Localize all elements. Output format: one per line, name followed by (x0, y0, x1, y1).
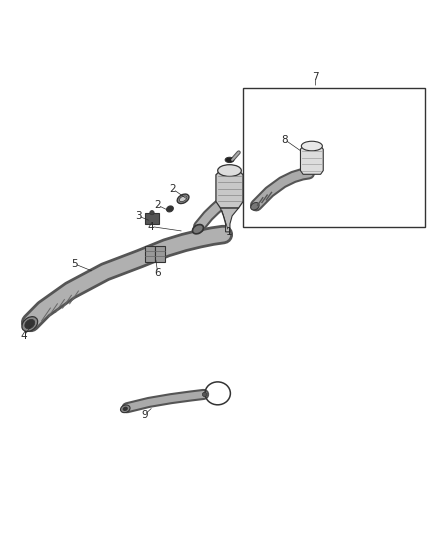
Ellipse shape (251, 203, 259, 210)
Text: 4: 4 (148, 222, 155, 231)
Text: 8: 8 (281, 135, 288, 144)
Text: 9: 9 (141, 410, 148, 419)
Ellipse shape (218, 165, 241, 176)
Ellipse shape (22, 317, 38, 332)
Bar (243, 88, 425, 227)
Text: 5: 5 (71, 259, 78, 269)
Ellipse shape (202, 392, 207, 397)
Text: 1: 1 (225, 227, 232, 237)
Ellipse shape (179, 196, 187, 201)
Text: 2: 2 (170, 184, 177, 194)
Polygon shape (220, 208, 239, 232)
Ellipse shape (225, 157, 234, 163)
Text: 6: 6 (154, 268, 161, 278)
Text: 2: 2 (154, 200, 161, 210)
Ellipse shape (192, 224, 204, 234)
Polygon shape (216, 171, 243, 208)
Ellipse shape (301, 141, 322, 151)
Ellipse shape (120, 405, 130, 413)
Ellipse shape (177, 194, 189, 204)
FancyBboxPatch shape (145, 213, 159, 224)
Ellipse shape (166, 206, 173, 212)
Polygon shape (300, 146, 323, 174)
Ellipse shape (25, 319, 35, 329)
Text: 3: 3 (134, 211, 141, 221)
Ellipse shape (123, 407, 128, 411)
Text: 4: 4 (21, 331, 28, 341)
Text: 7: 7 (312, 72, 319, 82)
Ellipse shape (150, 211, 154, 215)
FancyBboxPatch shape (145, 246, 155, 262)
FancyBboxPatch shape (155, 246, 165, 262)
